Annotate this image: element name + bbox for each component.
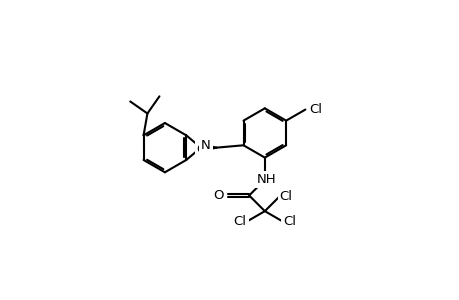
Text: NH: NH [256, 173, 275, 186]
Text: Cl: Cl [308, 103, 322, 116]
Text: Cl: Cl [233, 215, 246, 228]
Text: Cl: Cl [282, 215, 295, 228]
Text: O: O [213, 189, 223, 202]
Text: O: O [196, 143, 207, 156]
Text: N: N [201, 139, 210, 152]
Text: Cl: Cl [279, 190, 292, 203]
